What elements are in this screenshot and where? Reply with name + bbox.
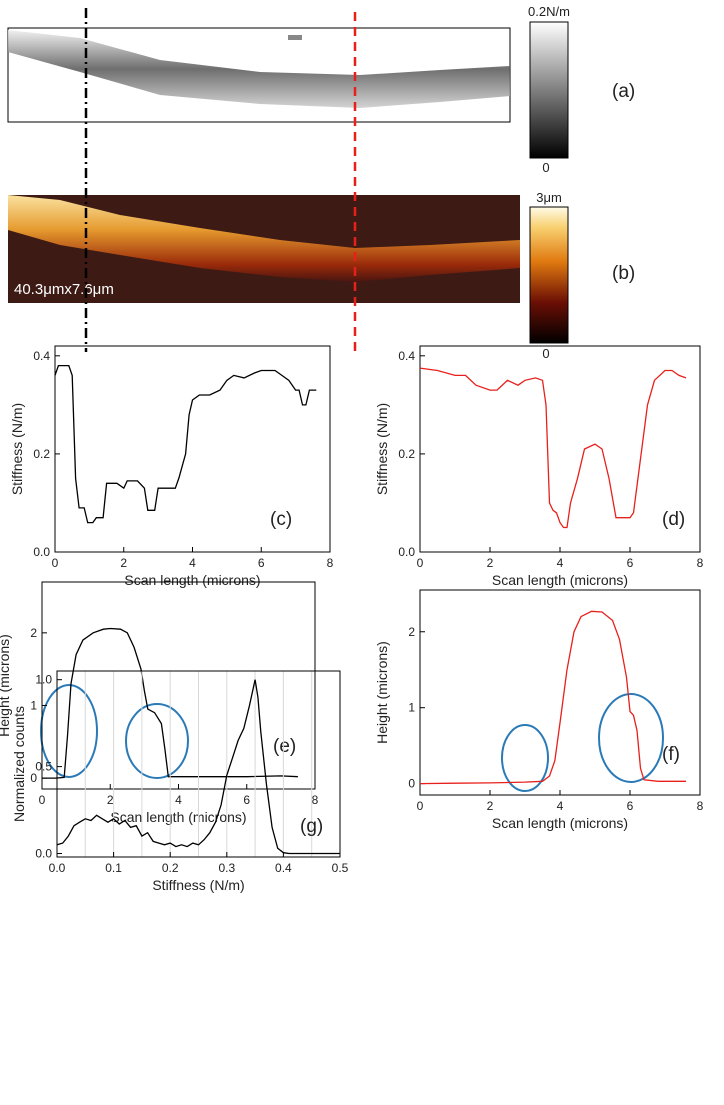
- x-tick-label: 4: [189, 556, 196, 570]
- x-axis-title: Stiffness (N/m): [152, 877, 244, 893]
- x-tick-label: 6: [243, 793, 250, 807]
- x-tick-label: 4: [557, 556, 564, 570]
- x-tick-label: 4: [175, 793, 182, 807]
- colorbar-min: 0: [542, 346, 549, 361]
- y-axis-title: Height (microns): [0, 634, 12, 737]
- x-axis-title: Scan length (microns): [492, 572, 628, 588]
- y-axis-title: Stiffness (N/m): [374, 403, 390, 495]
- y-axis-title: Stiffness (N/m): [9, 403, 25, 495]
- plot-frame: [419, 589, 701, 796]
- colorbar-max: 3μm: [536, 190, 562, 205]
- y-tick-label: 0.0: [35, 847, 52, 861]
- panel-label: (f): [662, 744, 680, 765]
- highlight: [125, 703, 189, 779]
- x-tick-label: 8: [697, 799, 704, 813]
- y-tick-label: 1.0: [35, 673, 52, 687]
- y-tick-label: 0.4: [398, 349, 415, 363]
- panel-label: (a): [612, 81, 635, 102]
- y-tick-label: 2: [30, 626, 37, 640]
- panel-label: (e): [273, 736, 296, 757]
- height-map: [8, 195, 520, 282]
- plot-frame: [41, 581, 316, 790]
- x-tick-label: 0.3: [218, 861, 235, 875]
- x-tick-label: 2: [487, 556, 494, 570]
- x-tick-label: 0: [52, 556, 59, 570]
- stiffness-map: [8, 30, 510, 108]
- plot-frame: [56, 670, 341, 858]
- colorbar-min: 0: [542, 160, 549, 175]
- y-tick-label: 0.0: [398, 545, 415, 559]
- colorbar: [529, 21, 569, 159]
- scale-label: 40.3μmx7.6μm: [14, 281, 114, 298]
- stiffness-map-speck: [288, 35, 302, 40]
- x-tick-label: 0.1: [105, 861, 122, 875]
- y-axis-title: Normalized counts: [11, 706, 27, 822]
- y-tick-label: 0.4: [33, 349, 50, 363]
- y-tick-label: 0: [30, 771, 37, 785]
- x-tick-label: 2: [107, 793, 114, 807]
- y-tick-label: 1: [408, 701, 415, 715]
- x-tick-label: 0: [417, 799, 424, 813]
- x-tick-label: 0.0: [49, 861, 66, 875]
- colorbar: [529, 206, 569, 344]
- x-axis-title: Scan length (microns): [110, 809, 246, 825]
- highlight: [40, 684, 98, 778]
- x-tick-label: 8: [327, 556, 334, 570]
- data-line: [42, 627, 298, 779]
- y-tick-label: 2: [408, 625, 415, 639]
- y-axis-title: Height (microns): [374, 641, 390, 744]
- panel-label: (g): [300, 816, 323, 837]
- panel-label: (c): [270, 509, 292, 530]
- x-tick-label: 6: [627, 556, 634, 570]
- y-tick-label: 0.0: [33, 545, 50, 559]
- x-tick-label: 0.2: [162, 861, 179, 875]
- x-tick-label: 0: [39, 793, 46, 807]
- x-tick-label: 6: [258, 556, 265, 570]
- x-tick-label: 8: [697, 556, 704, 570]
- data-line: [419, 367, 687, 529]
- x-axis-title: Scan length (microns): [492, 815, 628, 831]
- data-line: [419, 610, 686, 785]
- y-tick-label: 0: [408, 777, 415, 791]
- x-tick-label: 2: [120, 556, 127, 570]
- data-line: [54, 364, 317, 524]
- x-tick-label: 4: [557, 799, 564, 813]
- colorbar-max: 0.2N/m: [528, 4, 570, 19]
- x-tick-label: 6: [627, 799, 634, 813]
- x-tick-label: 0: [417, 556, 424, 570]
- y-tick-label: 0.2: [398, 447, 415, 461]
- highlight: [598, 693, 664, 783]
- x-tick-label: 0.5: [332, 861, 349, 875]
- x-tick-label: 0.4: [275, 861, 292, 875]
- highlight: [501, 724, 549, 792]
- panel-label: (b): [612, 263, 635, 284]
- x-tick-label: 8: [312, 793, 319, 807]
- x-axis-title: Scan length (microns): [124, 572, 260, 588]
- y-tick-label: 1: [30, 698, 37, 712]
- data-line: [56, 679, 340, 855]
- y-tick-label: 0.5: [35, 760, 52, 774]
- x-tick-label: 2: [487, 799, 494, 813]
- y-tick-label: 0.2: [33, 447, 50, 461]
- panel-label: (d): [662, 509, 685, 530]
